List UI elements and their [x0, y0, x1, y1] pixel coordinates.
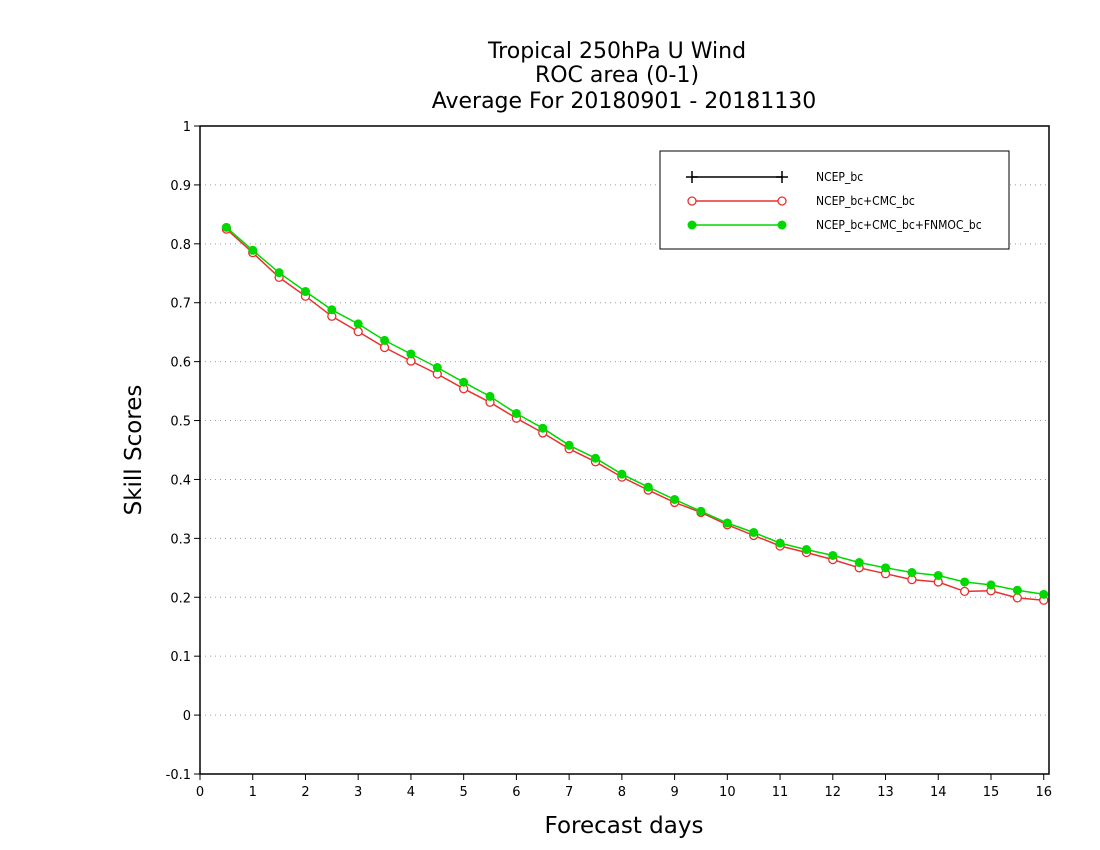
legend-marker [776, 171, 788, 183]
data-point [749, 527, 759, 537]
data-point [881, 563, 891, 573]
data-point [300, 287, 310, 297]
data-point [775, 538, 785, 548]
data-point [907, 568, 917, 578]
x-tick-label: 7 [565, 785, 573, 800]
y-tick-label: 0.1 [170, 650, 191, 665]
title-line-1: Tropical 250hPa U Wind [487, 39, 746, 64]
y-tick-label: 0.8 [170, 238, 191, 253]
plot-frame [199, 125, 1050, 775]
data-point [1012, 593, 1023, 603]
legend-marker [777, 196, 787, 206]
data-point [432, 363, 442, 373]
data-point [248, 245, 258, 255]
x-tick-label: 9 [670, 785, 678, 800]
x-tick-label: 10 [719, 785, 736, 800]
y-tick-label: 0.9 [170, 179, 191, 194]
data-point [933, 570, 943, 580]
data-point [1039, 589, 1049, 599]
y-tick-label: 0 [183, 709, 191, 724]
data-point [353, 319, 363, 329]
data-point [670, 494, 680, 504]
data-point [801, 545, 811, 555]
data-point [564, 440, 574, 450]
y-tick-label: 0.2 [170, 591, 191, 606]
legend-marker [687, 196, 697, 206]
data-point [854, 558, 864, 568]
series-line-2 [225, 226, 1044, 596]
legend-label: NCEP_bc+CMC_bc+FNMOC_bc [816, 218, 982, 232]
data-point [380, 335, 390, 345]
x-tick-label: 12 [825, 785, 842, 800]
data-point [959, 586, 970, 597]
legend-box [659, 150, 1010, 250]
series-line-1 [225, 228, 1044, 601]
data-point [590, 453, 600, 463]
data-point [221, 222, 231, 232]
x-tick-label: 4 [407, 785, 415, 800]
axis-ticks: -0.100.10.20.30.40.50.60.70.80.910 1 2 3 4 5 6… [166, 120, 1052, 800]
y-tick-label: 0.6 [170, 356, 191, 371]
data-point [696, 506, 706, 516]
x-tick-label: 5 [460, 785, 468, 800]
x-tick-label: 3 [354, 785, 362, 800]
data-point [960, 577, 970, 587]
data-point [643, 482, 653, 492]
y-axis-label: Skill Scores [121, 385, 147, 516]
legend-marker [686, 171, 698, 183]
x-tick-label: 2 [301, 785, 309, 800]
legend: NCEP_bc NCEP_bc+CMC_bc NCEP_bc+CMC_bc+FNMO… [659, 150, 1010, 250]
x-tick-label: 1 [249, 785, 257, 800]
data-point [617, 469, 627, 479]
data-point [327, 305, 337, 315]
title-line-2: ROC area (0-1) [535, 63, 699, 88]
x-tick-label: 16 [1035, 785, 1052, 800]
data-point [353, 326, 363, 337]
y-tick-label: 0.4 [170, 473, 191, 488]
x-tick-label: 15 [983, 785, 1000, 800]
legend-marker [687, 220, 697, 230]
y-tick-label: 0.5 [170, 415, 191, 430]
data-point [538, 423, 548, 433]
legend-label: NCEP_bc [816, 170, 863, 184]
grid [200, 184, 1049, 716]
x-tick-label: 6 [512, 785, 520, 800]
x-tick-label: 14 [930, 785, 947, 800]
x-tick-label: 8 [618, 785, 626, 800]
legend-label: NCEP_bc+CMC_bc [816, 194, 915, 208]
data-point [274, 268, 284, 278]
x-tick-label: 11 [772, 785, 789, 800]
series-layer [221, 222, 1049, 605]
y-tick-label: 0.3 [170, 532, 191, 547]
data-point [485, 391, 495, 401]
data-point [406, 349, 416, 359]
legend-marker [777, 220, 787, 230]
data-point [986, 580, 996, 590]
data-point [828, 550, 838, 560]
data-point [511, 408, 521, 418]
chart-title: Tropical 250hPa U Wind ROC area (0-1) Av… [432, 39, 817, 114]
title-line-3: Average For 20180901 - 20181130 [432, 89, 817, 114]
data-point [459, 377, 469, 387]
y-tick-label: 1 [183, 120, 191, 135]
data-point [1012, 585, 1022, 595]
y-tick-label: 0.7 [170, 297, 191, 312]
data-point [722, 518, 732, 528]
x-tick-label: 0 [196, 785, 204, 800]
x-axis-label: Forecast days [545, 813, 704, 839]
x-tick-label: 13 [877, 785, 894, 800]
y-tick-label: -0.1 [166, 768, 191, 783]
